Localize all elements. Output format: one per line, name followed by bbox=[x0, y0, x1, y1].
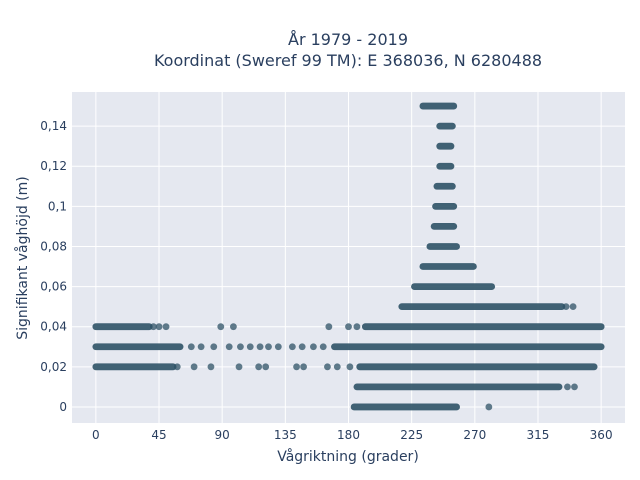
data-point bbox=[256, 343, 264, 351]
data-point bbox=[262, 363, 270, 371]
data-point bbox=[230, 323, 237, 331]
data-point-cluster bbox=[433, 182, 456, 190]
x-tick-label: 360 bbox=[590, 428, 613, 442]
data-point-cluster bbox=[436, 162, 455, 170]
data-point bbox=[293, 363, 300, 371]
data-point-cluster bbox=[436, 122, 456, 130]
data-points bbox=[92, 102, 605, 411]
x-tick-labels: 0 45 90 135 180 225 270 315 360 bbox=[92, 428, 613, 442]
data-point-cluster bbox=[426, 243, 460, 250]
data-point bbox=[237, 343, 244, 351]
x-tick-label: 315 bbox=[527, 428, 550, 442]
data-point bbox=[288, 343, 296, 351]
x-tick-label: 0 bbox=[92, 428, 100, 442]
data-point bbox=[155, 323, 163, 331]
y-tick-label: 0,1 bbox=[48, 199, 67, 213]
data-point bbox=[235, 363, 243, 371]
data-point bbox=[162, 323, 170, 331]
data-point bbox=[562, 303, 570, 311]
x-tick-label: 135 bbox=[274, 428, 297, 442]
data-point bbox=[319, 343, 327, 351]
chart-title-line-2: Koordinat (Sweref 99 TM): E 368036, N 62… bbox=[154, 51, 542, 70]
data-point bbox=[346, 363, 354, 371]
data-point-cluster bbox=[419, 263, 477, 270]
y-tick-label: 0,08 bbox=[40, 239, 67, 253]
data-point-cluster bbox=[430, 223, 458, 230]
data-point-cluster bbox=[411, 283, 496, 290]
data-point bbox=[187, 343, 195, 351]
data-point-cluster bbox=[419, 102, 458, 110]
data-point bbox=[353, 323, 361, 331]
y-tick-label: 0,14 bbox=[40, 119, 67, 133]
data-point bbox=[173, 363, 181, 371]
data-point-cluster bbox=[350, 403, 460, 411]
data-point bbox=[325, 323, 333, 331]
data-point bbox=[255, 363, 263, 371]
data-point bbox=[197, 343, 205, 351]
data-point bbox=[310, 343, 317, 351]
data-point bbox=[485, 403, 493, 411]
data-point bbox=[345, 323, 352, 331]
y-tick-label: 0,12 bbox=[40, 159, 67, 173]
data-point bbox=[207, 363, 215, 371]
data-point bbox=[225, 343, 233, 351]
y-tick-label: 0 bbox=[59, 400, 67, 414]
data-point-cluster bbox=[432, 202, 458, 210]
data-point-cluster bbox=[361, 323, 605, 331]
x-axis-label: Vågriktning (grader) bbox=[277, 448, 419, 465]
data-point bbox=[190, 363, 198, 371]
data-point bbox=[217, 323, 225, 331]
data-point-cluster bbox=[353, 383, 563, 391]
data-point-cluster bbox=[92, 323, 153, 331]
y-axis-label: Signifikant våghöjd (m) bbox=[14, 176, 31, 339]
data-point-cluster bbox=[356, 363, 598, 371]
y-tick-label: 0,04 bbox=[40, 320, 67, 334]
y-tick-label: 0,06 bbox=[40, 280, 67, 294]
data-point bbox=[571, 383, 578, 391]
data-point bbox=[210, 343, 218, 351]
data-point-cluster bbox=[92, 363, 177, 371]
y-tick-labels: 0 0,02 0,04 0,06 0,08 0,1 0,12 0,14 bbox=[40, 119, 67, 414]
data-point bbox=[564, 383, 571, 391]
x-tick-label: 270 bbox=[463, 428, 486, 442]
data-point bbox=[150, 323, 157, 331]
data-point-cluster bbox=[92, 343, 184, 351]
data-point bbox=[300, 363, 307, 371]
chart-title-line-1: År 1979 - 2019 bbox=[288, 30, 408, 49]
data-point bbox=[265, 343, 272, 351]
x-tick-label: 180 bbox=[337, 428, 360, 442]
data-point bbox=[569, 303, 577, 311]
data-point bbox=[298, 343, 306, 351]
data-point bbox=[333, 363, 341, 371]
y-tick-label: 0,02 bbox=[40, 360, 67, 374]
x-tick-label: 225 bbox=[400, 428, 423, 442]
data-point bbox=[274, 343, 282, 351]
x-tick-label: 45 bbox=[151, 428, 166, 442]
data-point-cluster bbox=[398, 303, 566, 311]
data-point-cluster bbox=[331, 343, 605, 351]
data-point bbox=[324, 363, 331, 371]
x-tick-label: 90 bbox=[215, 428, 230, 442]
data-point-cluster bbox=[436, 142, 455, 150]
data-point bbox=[246, 343, 254, 351]
